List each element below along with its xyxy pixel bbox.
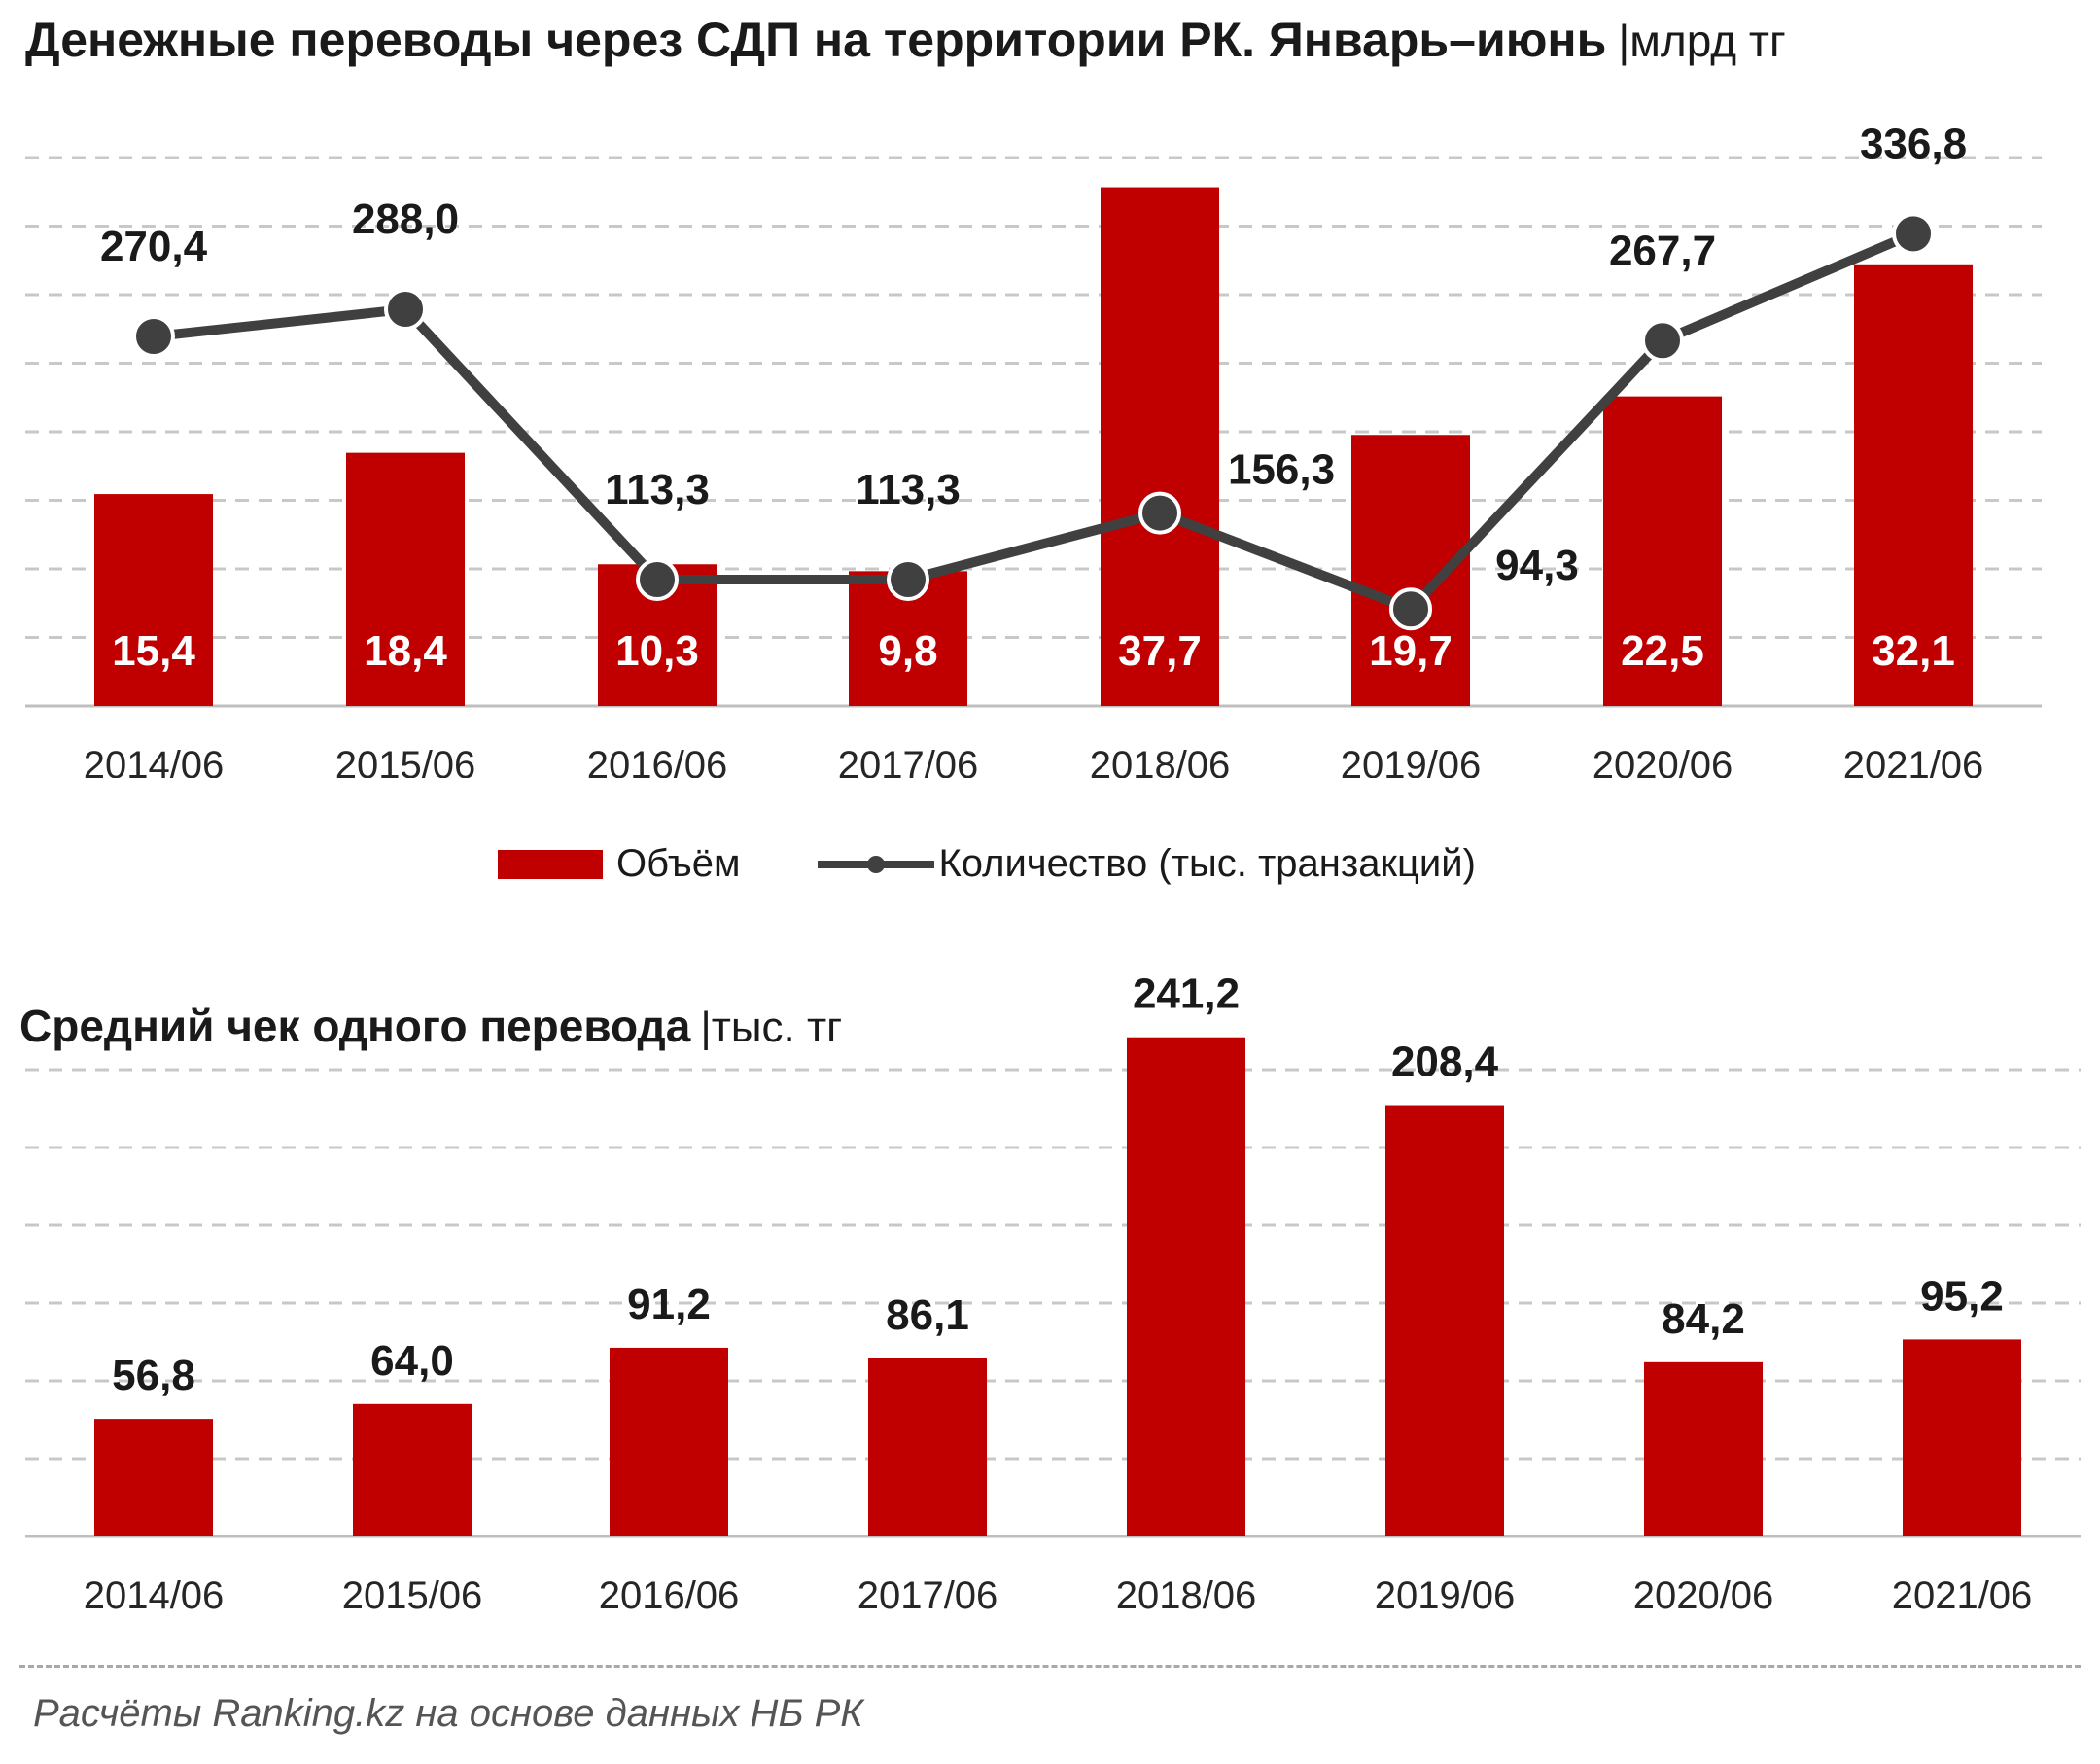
count-line (153, 229, 1915, 615)
count-label: 156,3 (1228, 446, 1335, 494)
x-tick-label: 2020/06 (1633, 1574, 1774, 1617)
average-check-bar (94, 1419, 213, 1536)
chart-title-text: Денежные переводы через СДП на территори… (25, 13, 1607, 67)
x-tick-label: 2018/06 (1116, 1574, 1257, 1617)
x-tick-label: 2014/06 (84, 1574, 225, 1617)
average-check-label: 241,2 (1133, 970, 1240, 1018)
chart-title-unit: |млрд тг (1618, 16, 1786, 66)
count-point (1892, 212, 1935, 256)
x-tick-label: 2019/06 (1375, 1574, 1516, 1617)
count-point (1138, 491, 1181, 535)
average-check-bar (1127, 1037, 1245, 1536)
volume-bar-label: 15,4 (112, 627, 195, 675)
x-tick-label: 2015/06 (342, 1574, 483, 1617)
count-label: 336,8 (1860, 120, 1967, 167)
x-tick-label: 2017/06 (838, 744, 979, 778)
count-point (887, 558, 929, 601)
source-note: Расчёты Ranking.kz на основе данных НБ Р… (33, 1692, 863, 1735)
count-label: 270,4 (100, 223, 208, 270)
count-label: 94,3 (1495, 542, 1579, 589)
count-point (384, 288, 427, 331)
average-check-label: 208,4 (1391, 1039, 1499, 1086)
count-point (1389, 587, 1432, 631)
x-tick-label: 2017/06 (858, 1574, 998, 1617)
volume-bar-label: 32,1 (1872, 627, 1955, 675)
average-check-title-text: Средний чек одного перевода (19, 1001, 691, 1051)
volume-bar-label: 22,5 (1621, 627, 1704, 675)
transfers-chart: 15,4 2014/06 18,4 2015/06 10,3 2016/06 9,8 2017… (25, 120, 2042, 778)
average-check-title-unit: |тыс. тг (700, 1004, 843, 1051)
average-check-bar (1903, 1339, 2021, 1536)
average-check-bar (1644, 1361, 1763, 1536)
volume-bar (94, 494, 213, 706)
average-check-bar (353, 1403, 472, 1536)
x-tick-label: 2019/06 (1341, 744, 1482, 778)
legend-line-swatch (818, 855, 935, 873)
legend: Объём Количество (тыс. транзакций) (498, 842, 1476, 886)
count-label: 113,3 (856, 466, 961, 513)
average-check-title: Средний чек одного перевода |тыс. тг (19, 1000, 842, 1052)
average-check-label: 64,0 (370, 1337, 454, 1385)
x-tick-label: 2015/06 (335, 744, 476, 778)
average-check-label: 86,1 (886, 1291, 969, 1339)
average-check-bar (610, 1347, 728, 1536)
count-point (132, 315, 175, 359)
count-point (1641, 319, 1684, 363)
legend-bar-label: Объём (616, 842, 741, 885)
chart-title: Денежные переводы через СДП на территори… (25, 12, 1786, 68)
source-divider (19, 1665, 2081, 1668)
x-tick-label: 2021/06 (1892, 1574, 2033, 1617)
volume-bar (346, 452, 465, 706)
volume-bar (1101, 187, 1219, 707)
x-tick-label: 2018/06 (1090, 744, 1231, 778)
volume-bar-label: 19,7 (1369, 627, 1452, 675)
average-check-bar (1385, 1105, 1504, 1536)
volume-bar-label: 9,8 (878, 627, 937, 675)
x-tick-label: 2020/06 (1592, 744, 1733, 778)
legend-line-label: Количество (тыс. транзакций) (938, 842, 1476, 885)
x-tick-label: 2016/06 (599, 1574, 740, 1617)
volume-bar (1854, 264, 1973, 706)
average-check-bar (868, 1358, 987, 1536)
volume-bar (1603, 396, 1722, 706)
count-label: 267,7 (1609, 227, 1716, 274)
average-check-label: 95,2 (1920, 1272, 2004, 1320)
legend-bar-swatch (498, 849, 603, 879)
count-point (636, 558, 679, 601)
volume-bar-label: 10,3 (615, 627, 699, 675)
count-label: 113,3 (605, 466, 710, 513)
x-tick-label: 2016/06 (587, 744, 728, 778)
volume-bar-label: 37,7 (1118, 627, 1202, 675)
x-tick-label: 2021/06 (1843, 744, 1984, 778)
average-check-label: 56,8 (112, 1352, 195, 1399)
count-label: 288,0 (352, 195, 459, 243)
volume-bar-label: 18,4 (364, 627, 447, 675)
average-check-label: 91,2 (627, 1281, 711, 1328)
average-check-label: 84,2 (1662, 1295, 1745, 1343)
x-tick-label: 2014/06 (84, 744, 225, 778)
